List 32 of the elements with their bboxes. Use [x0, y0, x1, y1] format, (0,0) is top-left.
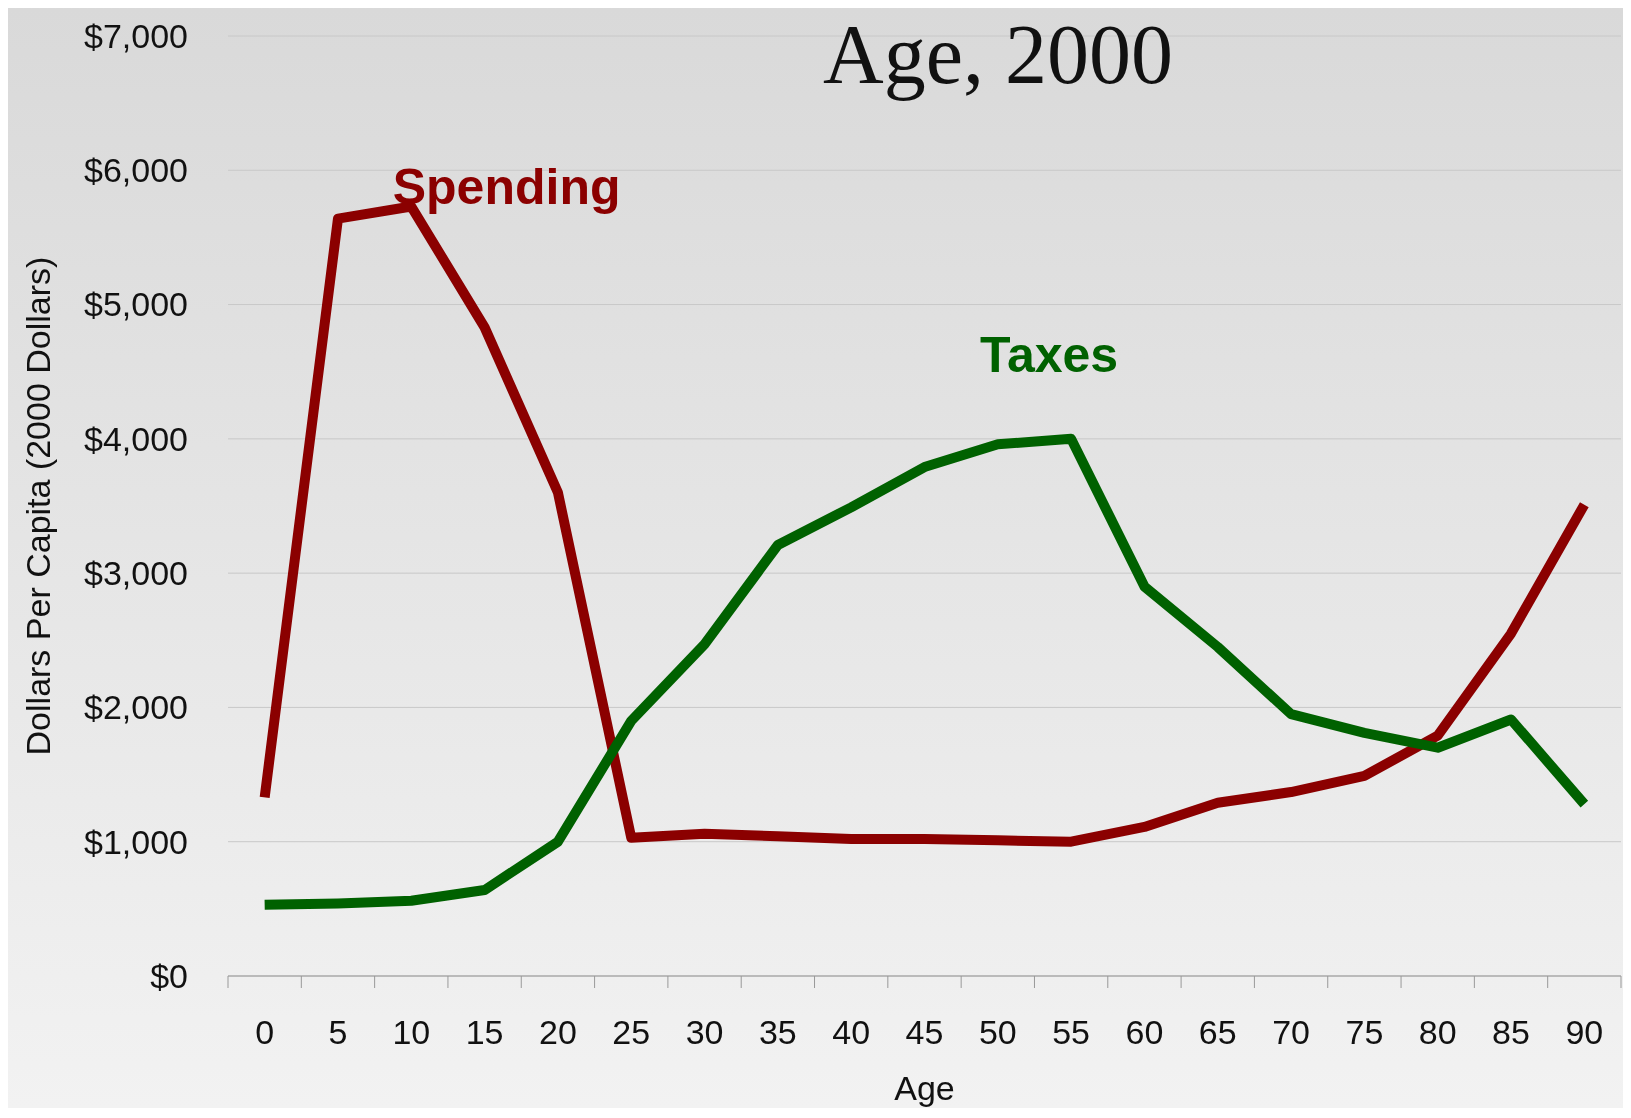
y-tick-label: $4,000: [84, 419, 188, 458]
x-tick-label: 0: [255, 1013, 275, 1051]
x-tick-label: 60: [1125, 1013, 1164, 1051]
x-tick-label: 80: [1418, 1013, 1457, 1051]
x-tick-label: 85: [1492, 1013, 1530, 1051]
x-tick-label: 5: [328, 1013, 348, 1051]
x-tick-label: 90: [1565, 1013, 1604, 1051]
y-tick-label: $6,000: [84, 151, 188, 190]
y-tick-label: $2,000: [84, 688, 188, 727]
x-tick-label: 50: [978, 1013, 1017, 1051]
series-label: Taxes: [980, 326, 1119, 383]
x-tick-label: 10: [392, 1013, 431, 1051]
x-axis-title: Age: [894, 1069, 955, 1107]
y-tick-label: $3,000: [84, 554, 188, 593]
chart-title: Age, 2000: [823, 8, 1173, 101]
x-tick-label: 15: [465, 1013, 504, 1051]
x-tick-label: 30: [685, 1013, 724, 1051]
x-tick-label: 35: [758, 1013, 797, 1051]
y-tick-label: $1,000: [84, 822, 188, 861]
y-tick-label: $7,000: [84, 16, 188, 55]
y-axis-title: Dollars Per Capita (2000 Dollars): [19, 256, 57, 756]
x-tick-label: 20: [539, 1013, 577, 1051]
x-tick-label: 25: [612, 1013, 651, 1051]
x-tick-label: 45: [905, 1013, 944, 1051]
x-tick-label: 70: [1272, 1013, 1310, 1051]
y-tick-label: $0: [150, 956, 188, 995]
series-label: Spending: [392, 158, 621, 215]
x-tick-label: 40: [832, 1013, 871, 1051]
x-tick-label: 55: [1052, 1013, 1091, 1051]
x-tick-label: 65: [1198, 1013, 1237, 1051]
y-tick-label: $5,000: [84, 285, 188, 324]
x-tick-label: 75: [1345, 1013, 1384, 1051]
